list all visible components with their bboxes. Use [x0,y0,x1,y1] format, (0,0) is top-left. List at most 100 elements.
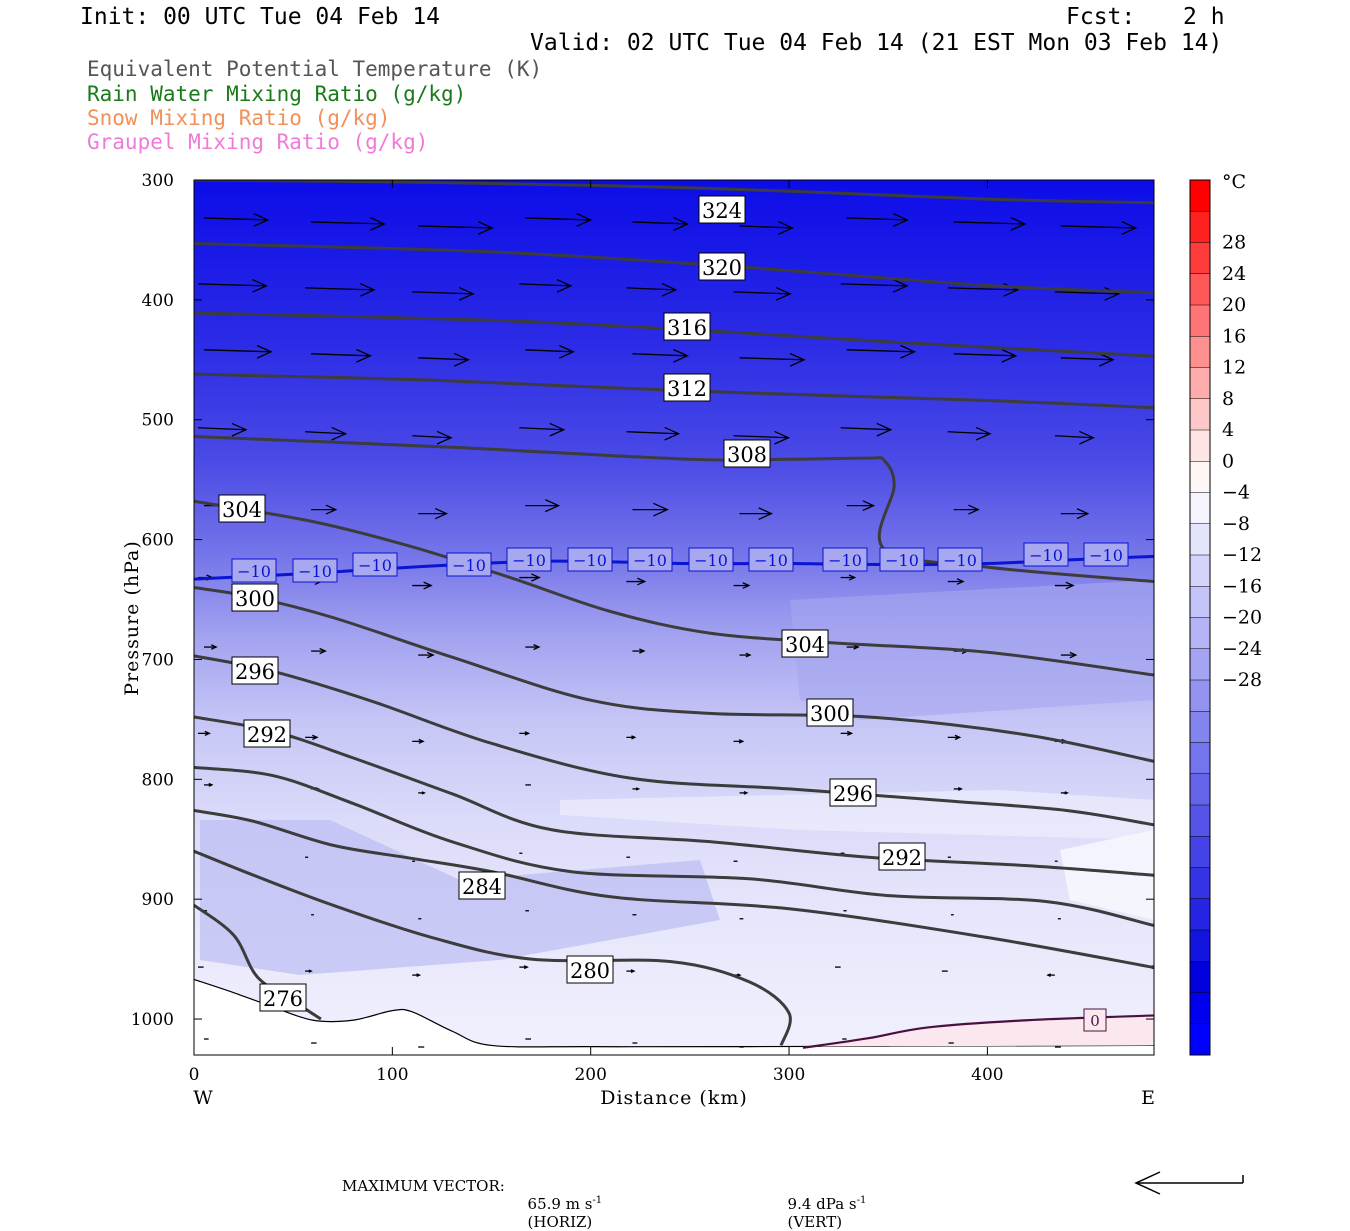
wind-arrow [525,213,593,227]
x-tick-label: 100 [376,1065,408,1085]
wind-arrow [412,430,453,445]
wind-arrow-shaft [739,225,793,229]
theta-e-label: 308 [723,439,771,468]
wind-arrow-head [436,430,453,445]
wind-arrow [418,791,426,795]
theta-e-contour [194,849,792,1046]
wind-arrow-head [418,738,425,744]
isotherm-label-box [567,547,613,572]
wind-arrow-shaft [412,435,452,439]
wind-arrow-head [1076,508,1090,520]
wind-arrow-shaft [733,291,791,295]
wind-arrow [626,735,637,740]
legend-graupel-mixing-ratio: Graupel Mixing Ratio (g/kg) [87,130,429,154]
isotherm-label: −10 [688,547,734,572]
wind-arrow [733,582,751,589]
wind-arrow-shaft [311,353,371,357]
wind-arrow-head [900,344,917,359]
theta-e-contours: 324 320 316 312 308 304 304 300 300 296 296 292 292 2… [194,180,1154,1046]
isotherm-label-text: −10 [1029,546,1063,565]
wind-arrow [311,504,338,515]
wind-arrow-shaft [632,221,688,225]
isotherm-label-text: −10 [298,562,332,581]
wind-arrow-head [524,731,531,736]
wind-arrow-shaft [947,287,1018,291]
wind-arrow-head [789,352,806,367]
wind-arrow-head [549,422,566,437]
theta-e-label: 312 [663,373,711,402]
theta-e-label: 292 [243,719,291,748]
wind-arrow [412,738,425,744]
wind-arrow [953,348,1018,363]
wind-arrow-head [673,348,689,363]
colorbar-swatch [1190,961,1210,993]
wind-arrow-shaft [1060,225,1136,229]
wind-arrow-head [778,221,795,235]
wind-arrow [197,278,268,293]
wind-arrow [626,282,678,297]
wind-arrow [840,278,909,293]
forecast-hour: 2 h [1183,4,1225,30]
wind-arrow-shaft [846,349,915,353]
theta-e-label-box [878,842,926,871]
wind-arrow [197,422,248,437]
wind-arrow-head [958,786,963,791]
isotherm-label: −10 [748,547,794,572]
wind-arrow-shaft [840,283,908,287]
wind-arrow-head [559,344,575,359]
wind-arrow-head [434,507,449,520]
wind-arrow [840,730,854,736]
theta-e-label-box [723,439,771,468]
wind-arrow [519,422,566,437]
temperature-shading [194,180,1154,1055]
colorbar-swatch [1190,711,1210,743]
colorbar-swatch [1190,523,1210,556]
wind-arrow [525,644,541,651]
wind-arrow-head [1164,732,1168,735]
wind-arrow [947,578,965,585]
theta-e-label-box [218,494,266,523]
theta-e-label: 276 [259,983,307,1012]
wind-arrow [418,221,494,235]
isotherm-label-text: −10 [885,551,919,570]
wind-arrow-shaft [418,225,493,229]
wind-arrow-head [664,426,681,441]
isotherm-label: −10 [292,558,338,583]
wind-arrow [204,782,214,787]
wind-arrow-shaft [1060,357,1114,361]
theta-e-label-box [781,629,829,658]
isotherm-label-box [627,547,673,572]
theta-e-label: 324 [698,195,746,224]
isotherm-label-box [1083,542,1129,567]
wind-arrow-head [661,282,678,297]
theta-e-label: 296 [231,656,279,685]
wind-arrow-shaft [197,427,246,431]
wind-arrow-shaft [525,349,574,353]
wind-arrow-head [421,791,426,795]
theta-e-label-box [458,871,506,900]
isotherm-label-box [446,552,492,577]
wind-arrow-shaft [311,221,385,225]
colorbar-tick-label: −12 [1222,544,1262,566]
theta-e-label-text: 292 [882,846,922,870]
wind-arrow-head [673,217,690,231]
vert-tag: (VERT) [787,1213,843,1231]
wind-arrow-head [1065,581,1075,590]
theta-e-label-text: 296 [833,782,873,806]
wind-arrow-head [892,213,909,227]
wind-arrow-head [738,739,745,744]
colorbar-tick-label: −20 [1222,607,1262,629]
wind-arrow [305,734,319,741]
wind-arrow-head [256,344,273,359]
colorbar-swatch [1190,430,1210,462]
wind-arrow [519,965,529,970]
colorbar-tick-label: 24 [1222,263,1246,285]
reference-vector-arrow [1134,1171,1244,1195]
isotherm-label-box [231,558,277,583]
wind-arrow-shaft [305,431,346,435]
x-axis-label: Distance (km) [600,1087,748,1109]
legend-rain-water-mixing-ratio: Rain Water Mixing Ratio (g/kg) [87,82,467,106]
theta-e-contour [194,499,1154,677]
wind-arrow-shaft [953,221,1025,225]
wind-arrow-head [253,213,270,227]
